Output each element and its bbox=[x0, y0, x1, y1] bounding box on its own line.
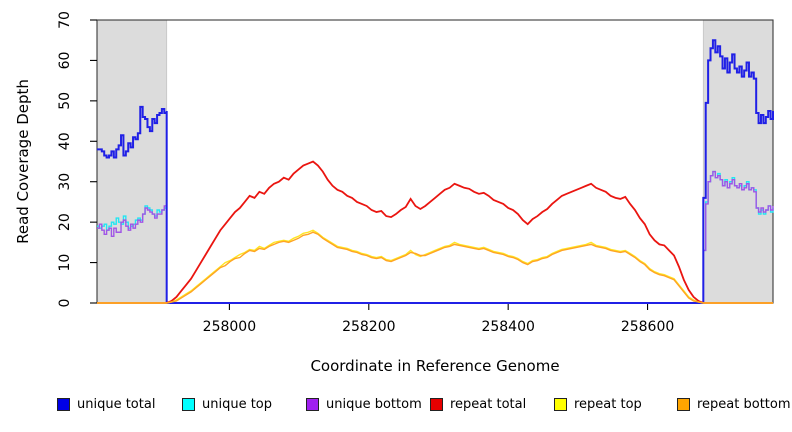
legend-swatch-repeat-top bbox=[554, 397, 567, 411]
legend-label: repeat top bbox=[574, 396, 642, 412]
legend-label: unique total bbox=[77, 396, 156, 412]
legend-item-repeat-bottom: repeat bottom bbox=[677, 396, 791, 412]
masked-region-right bbox=[702, 19, 774, 304]
legend-label: repeat total bbox=[450, 396, 527, 412]
legend-item-repeat-total: repeat total bbox=[430, 396, 526, 412]
x-tick-label: 258600 bbox=[621, 319, 674, 335]
x-tick-label: 258000 bbox=[203, 319, 256, 335]
masked-region-left bbox=[96, 19, 168, 304]
x-tick-label: 258400 bbox=[481, 319, 534, 335]
coverage-chart: 258000 258200 258400 258600 0 10 20 30 40 50 60 70 C… bbox=[14, 11, 774, 375]
y-tick-label: 10 bbox=[57, 254, 73, 272]
y-tick-label: 60 bbox=[57, 52, 73, 70]
series-unique-bottom bbox=[97, 170, 774, 304]
series-repeat-top bbox=[97, 229, 773, 304]
series-repeat-bottom bbox=[97, 231, 773, 304]
legend: unique total unique top unique bottom repea… bbox=[0, 396, 792, 420]
legend-item-unique-top: unique top bbox=[182, 396, 272, 412]
legend-item-unique-total: unique total bbox=[57, 396, 155, 412]
legend-label: unique top bbox=[202, 396, 273, 412]
series-unique-top bbox=[97, 170, 774, 304]
y-axis-label: Read Coverage Depth bbox=[14, 79, 32, 244]
legend-item-repeat-top: repeat top bbox=[554, 396, 642, 412]
series-repeat-total bbox=[97, 160, 773, 304]
legend-swatch-unique-bottom bbox=[306, 397, 319, 411]
legend-label: repeat bottom bbox=[697, 396, 791, 412]
legend-label: unique bottom bbox=[326, 396, 422, 412]
y-tick-label: 50 bbox=[57, 92, 73, 110]
legend-swatch-unique-total bbox=[57, 397, 70, 411]
series-unique-total bbox=[97, 39, 774, 304]
legend-swatch-repeat-bottom bbox=[677, 397, 690, 411]
y-tick-label: 0 bbox=[57, 299, 73, 308]
x-axis-label: Coordinate in Reference Genome bbox=[310, 357, 559, 375]
y-tick-label: 40 bbox=[57, 132, 73, 150]
y-tick-label: 30 bbox=[57, 173, 73, 191]
legend-swatch-unique-top bbox=[182, 397, 195, 411]
y-tick-label: 20 bbox=[57, 213, 73, 231]
legend-item-unique-bottom: unique bottom bbox=[306, 396, 422, 412]
legend-swatch-repeat-total bbox=[430, 397, 443, 411]
plot-box bbox=[96, 19, 774, 304]
x-tick-label: 258200 bbox=[342, 319, 395, 335]
y-tick-label: 70 bbox=[57, 11, 73, 29]
